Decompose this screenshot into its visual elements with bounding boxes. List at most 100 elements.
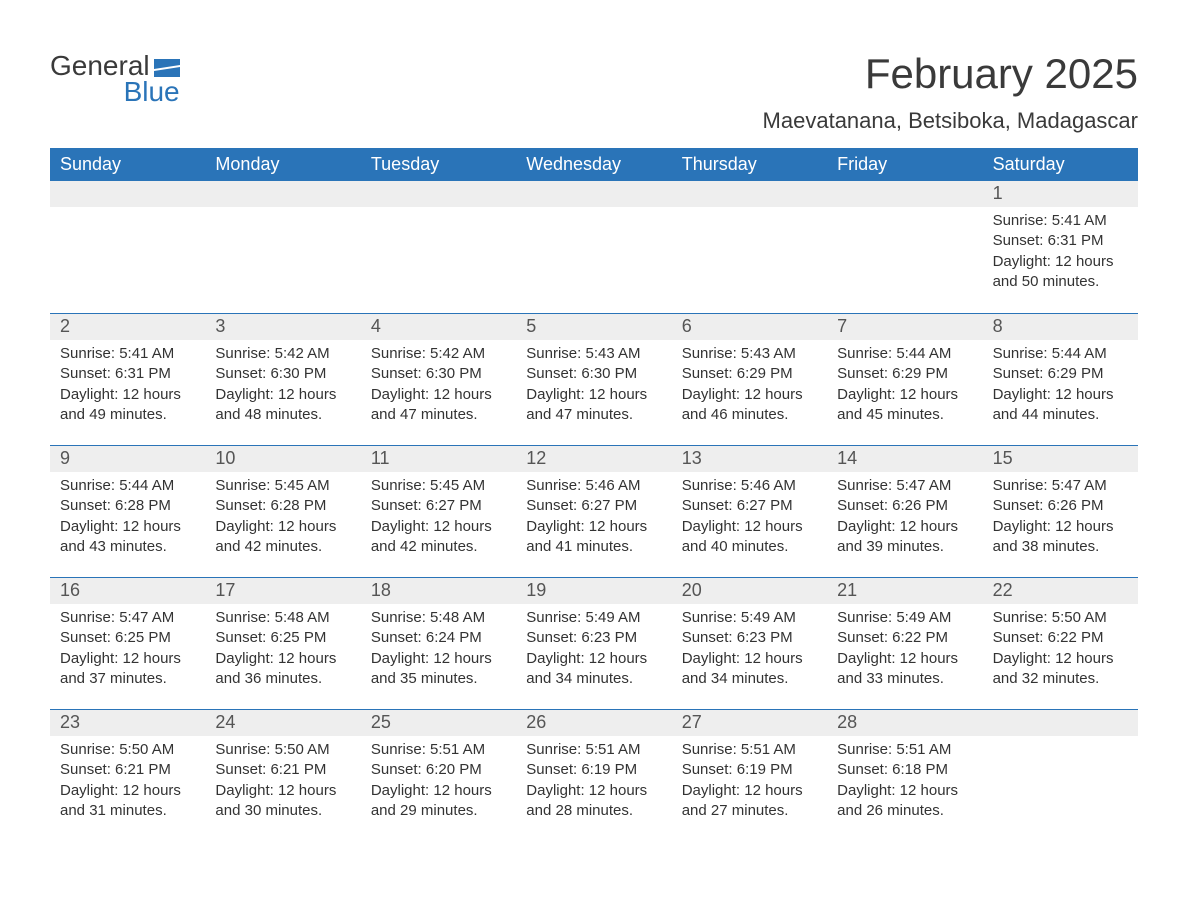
sunrise-line: Sunrise: 5:47 AM [60,608,195,628]
day-details: Sunrise: 5:50 AMSunset: 6:22 PMDaylight:… [983,604,1138,699]
sunset-line: Sunset: 6:25 PM [60,628,195,648]
logo-text-blue: Blue [124,76,180,107]
sunrise-line: Sunrise: 5:51 AM [837,740,972,760]
sunset-line: Sunset: 6:19 PM [682,760,817,780]
day-details: Sunrise: 5:49 AMSunset: 6:23 PMDaylight:… [516,604,671,699]
sunset-line: Sunset: 6:31 PM [993,231,1128,251]
day-details: Sunrise: 5:46 AMSunset: 6:27 PMDaylight:… [672,472,827,567]
sunset-line: Sunset: 6:24 PM [371,628,506,648]
sunset-line: Sunset: 6:23 PM [682,628,817,648]
sunrise-line: Sunrise: 5:45 AM [371,476,506,496]
sunset-line: Sunset: 6:23 PM [526,628,661,648]
daylight-line1: Daylight: 12 hours [526,385,661,405]
sunset-line: Sunset: 6:22 PM [837,628,972,648]
sunrise-line: Sunrise: 5:50 AM [215,740,350,760]
calendar-day: 19Sunrise: 5:49 AMSunset: 6:23 PMDayligh… [516,578,671,709]
sunrise-line: Sunrise: 5:46 AM [682,476,817,496]
daylight-line1: Daylight: 12 hours [682,649,817,669]
day-details: Sunrise: 5:41 AMSunset: 6:31 PMDaylight:… [983,207,1138,302]
day-details: Sunrise: 5:47 AMSunset: 6:26 PMDaylight:… [983,472,1138,567]
day-details: Sunrise: 5:43 AMSunset: 6:29 PMDaylight:… [672,340,827,435]
daylight-line2: and 28 minutes. [526,801,661,821]
flag-icon [154,59,180,77]
sunrise-line: Sunrise: 5:47 AM [837,476,972,496]
day-details: Sunrise: 5:51 AMSunset: 6:19 PMDaylight:… [516,736,671,831]
sunset-line: Sunset: 6:26 PM [837,496,972,516]
day-number: 21 [827,578,982,604]
day-number [50,181,205,207]
calendar-day: 5Sunrise: 5:43 AMSunset: 6:30 PMDaylight… [516,314,671,445]
daylight-line2: and 26 minutes. [837,801,972,821]
calendar-day [361,181,516,313]
calendar-day: 23Sunrise: 5:50 AMSunset: 6:21 PMDayligh… [50,710,205,841]
daylight-line1: Daylight: 12 hours [837,517,972,537]
daylight-line2: and 42 minutes. [371,537,506,557]
calendar-day: 7Sunrise: 5:44 AMSunset: 6:29 PMDaylight… [827,314,982,445]
page-title: February 2025 [763,50,1138,98]
daylight-line2: and 35 minutes. [371,669,506,689]
sunset-line: Sunset: 6:22 PM [993,628,1128,648]
daylight-line1: Daylight: 12 hours [526,517,661,537]
day-number: 22 [983,578,1138,604]
daylight-line1: Daylight: 12 hours [215,649,350,669]
daylight-line1: Daylight: 12 hours [837,649,972,669]
sunset-line: Sunset: 6:31 PM [60,364,195,384]
calendar-week: 23Sunrise: 5:50 AMSunset: 6:21 PMDayligh… [50,709,1138,841]
sunrise-line: Sunrise: 5:42 AM [215,344,350,364]
day-number: 10 [205,446,360,472]
calendar-day: 18Sunrise: 5:48 AMSunset: 6:24 PMDayligh… [361,578,516,709]
daylight-line1: Daylight: 12 hours [60,649,195,669]
day-details: Sunrise: 5:44 AMSunset: 6:29 PMDaylight:… [827,340,982,435]
calendar-day [50,181,205,313]
calendar-day: 3Sunrise: 5:42 AMSunset: 6:30 PMDaylight… [205,314,360,445]
sunrise-line: Sunrise: 5:44 AM [60,476,195,496]
sunset-line: Sunset: 6:21 PM [60,760,195,780]
daylight-line1: Daylight: 12 hours [993,385,1128,405]
daylight-line1: Daylight: 12 hours [993,252,1128,272]
day-number: 23 [50,710,205,736]
calendar-day: 12 Sunrise: 5:46 AMSunset: 6:27 PMDayligh… [516,446,671,577]
calendar-day: 4Sunrise: 5:42 AMSunset: 6:30 PMDaylight… [361,314,516,445]
day-number: 18 [361,578,516,604]
daylight-line1: Daylight: 12 hours [682,781,817,801]
sunset-line: Sunset: 6:19 PM [526,760,661,780]
sunset-line: Sunset: 6:27 PM [526,496,661,516]
sunset-line: Sunset: 6:28 PM [215,496,350,516]
sunrise-line: Sunrise: 5:46 AM [526,476,661,496]
day-number: 12 [516,446,671,472]
sunrise-line: Sunrise: 5:47 AM [993,476,1128,496]
weekday-label: Saturday [983,148,1138,181]
calendar-day [983,710,1138,841]
calendar-day: 21 Sunrise: 5:49 AMSunset: 6:22 PMDayligh… [827,578,982,709]
calendar-day: 28Sunrise: 5:51 AMSunset: 6:18 PMDayligh… [827,710,982,841]
daylight-line2: and 37 minutes. [60,669,195,689]
calendar-day: 26Sunrise: 5:51 AMSunset: 6:19 PMDayligh… [516,710,671,841]
sunrise-line: Sunrise: 5:51 AM [526,740,661,760]
day-number: 17 [205,578,360,604]
calendar-day: 6Sunrise: 5:43 AMSunset: 6:29 PMDaylight… [672,314,827,445]
day-details: Sunrise: 5:51 AMSunset: 6:18 PMDaylight:… [827,736,982,831]
day-number [516,181,671,207]
daylight-line1: Daylight: 12 hours [837,385,972,405]
weekday-label: Sunday [50,148,205,181]
day-details: Sunrise: 5:48 AMSunset: 6:25 PMDaylight:… [205,604,360,699]
daylight-line1: Daylight: 12 hours [371,385,506,405]
day-number: 20 [672,578,827,604]
sunrise-line: Sunrise: 5:48 AM [371,608,506,628]
weekday-label: Thursday [672,148,827,181]
calendar-day: 8Sunrise: 5:44 AMSunset: 6:29 PMDaylight… [983,314,1138,445]
day-details: Sunrise: 5:41 AMSunset: 6:31 PMDaylight:… [50,340,205,435]
day-details: Sunrise: 5:50 AMSunset: 6:21 PMDaylight:… [205,736,360,831]
weekday-label: Friday [827,148,982,181]
day-details: Sunrise: 5:49 AMSunset: 6:23 PMDaylight:… [672,604,827,699]
day-number: 19 [516,578,671,604]
day-number: 1 [983,181,1138,207]
calendar-day: 11Sunrise: 5:45 AMSunset: 6:27 PMDayligh… [361,446,516,577]
sunrise-line: Sunrise: 5:49 AM [837,608,972,628]
daylight-line2: and 43 minutes. [60,537,195,557]
daylight-line1: Daylight: 12 hours [837,781,972,801]
sunset-line: Sunset: 6:30 PM [215,364,350,384]
title-block: February 2025 Maevatanana, Betsiboka, Ma… [763,50,1138,142]
sunset-line: Sunset: 6:29 PM [993,364,1128,384]
calendar-day [516,181,671,313]
